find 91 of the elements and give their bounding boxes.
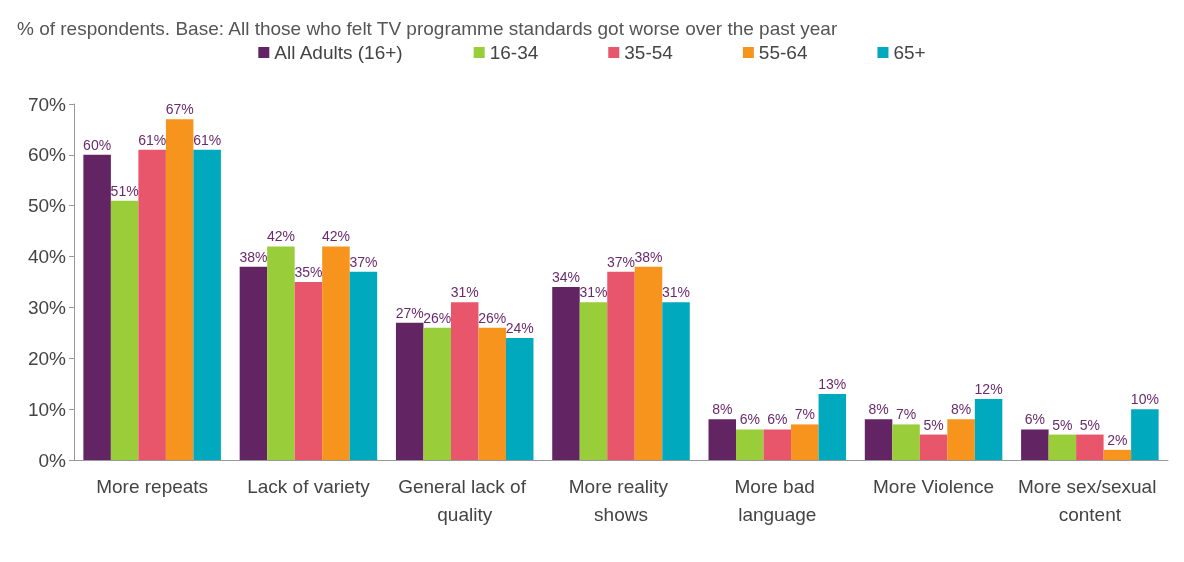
data-label: 5% — [923, 416, 944, 433]
y-tick-label: 60% — [27, 144, 67, 166]
data-label: 31% — [662, 284, 691, 301]
data-label: 7% — [895, 406, 917, 423]
bar — [1103, 449, 1132, 460]
x-tick-label: More sex/sexual content — [1018, 475, 1162, 525]
x-tick-label: More repeats — [96, 475, 209, 497]
bar — [1048, 434, 1077, 460]
bar — [708, 419, 737, 460]
bar — [83, 154, 111, 460]
x-tick-label: More reality shows — [568, 475, 674, 525]
legend-label: 16-34 — [489, 42, 539, 63]
data-label: 12% — [974, 380, 1003, 397]
bar — [322, 246, 350, 460]
data-label: 61% — [138, 131, 167, 148]
y-tick-label: 10% — [27, 398, 67, 420]
data-label: 2% — [1107, 431, 1128, 448]
bar — [423, 327, 451, 460]
data-label: 31% — [579, 284, 608, 301]
data-label: 6% — [739, 411, 760, 428]
data-label: 8% — [950, 401, 972, 418]
data-label: 61% — [193, 131, 222, 148]
bar — [267, 246, 295, 460]
data-label: 13% — [818, 375, 847, 392]
legend-label: 35-54 — [624, 42, 674, 63]
bar — [110, 200, 139, 460]
data-label: 6% — [767, 411, 788, 428]
bar — [919, 434, 948, 460]
legend-label: 55-64 — [758, 42, 808, 63]
bar — [505, 337, 534, 460]
bar — [1076, 434, 1104, 460]
x-tick-label: More bad language — [734, 475, 821, 525]
data-label: 26% — [478, 309, 507, 326]
legend-label: 65+ — [893, 42, 926, 63]
bar — [478, 327, 506, 460]
bar — [395, 322, 424, 460]
data-label: 37% — [606, 253, 636, 270]
bar — [736, 429, 764, 460]
x-tick-label: General lack of quality — [398, 475, 532, 525]
bar — [450, 302, 479, 460]
bar — [138, 149, 166, 460]
bar — [892, 424, 920, 460]
data-label: 37% — [349, 253, 378, 270]
data-label: 8% — [868, 401, 889, 418]
bar — [763, 429, 792, 460]
data-label: 5% — [1052, 416, 1073, 433]
bar — [239, 266, 268, 460]
bar — [165, 119, 194, 460]
bar — [864, 419, 893, 460]
bar — [349, 271, 378, 460]
bar — [579, 302, 608, 460]
data-label: 42% — [266, 228, 295, 245]
bar — [974, 398, 1003, 460]
data-label: 60% — [83, 136, 112, 153]
data-label: 27% — [395, 304, 424, 321]
bar — [634, 266, 663, 460]
bar — [662, 302, 690, 460]
data-label: 6% — [1024, 411, 1045, 428]
data-label: 7% — [794, 406, 815, 423]
bar — [1131, 409, 1159, 460]
data-label: 31% — [450, 284, 479, 301]
bar — [818, 393, 847, 460]
data-label: 38% — [239, 248, 268, 265]
chart-title: % of respondents. Base: All those who felt TV programme standards got worse over the past year — [17, 18, 838, 39]
data-label: 35% — [294, 264, 323, 280]
data-label: 26% — [423, 309, 452, 326]
y-tick-label: 30% — [27, 296, 67, 318]
bar — [607, 271, 635, 460]
y-tick-label: 50% — [27, 195, 67, 217]
bar — [552, 287, 580, 460]
data-label: 34% — [551, 269, 580, 286]
y-tick-label: 20% — [27, 347, 67, 369]
data-label: 24% — [505, 319, 534, 336]
bar — [791, 424, 819, 460]
bar — [947, 419, 975, 460]
y-tick-label: 0% — [38, 449, 67, 471]
data-label: 67% — [165, 101, 194, 118]
data-label: 5% — [1079, 416, 1100, 433]
data-label: 10% — [1130, 391, 1159, 408]
data-label: 8% — [712, 401, 733, 418]
y-tick-label: 70% — [27, 93, 67, 115]
y-tick-label: 40% — [27, 246, 67, 268]
x-tick-label: Lack of variety — [247, 475, 371, 497]
legend-label: All Adults (16+) — [274, 42, 403, 63]
data-label: 38% — [634, 248, 663, 265]
bar — [294, 282, 323, 460]
data-label: 51% — [110, 182, 139, 199]
bar — [1021, 429, 1049, 460]
data-label: 42% — [321, 228, 350, 245]
bar — [193, 149, 221, 460]
x-tick-label: More Violence — [873, 475, 995, 497]
